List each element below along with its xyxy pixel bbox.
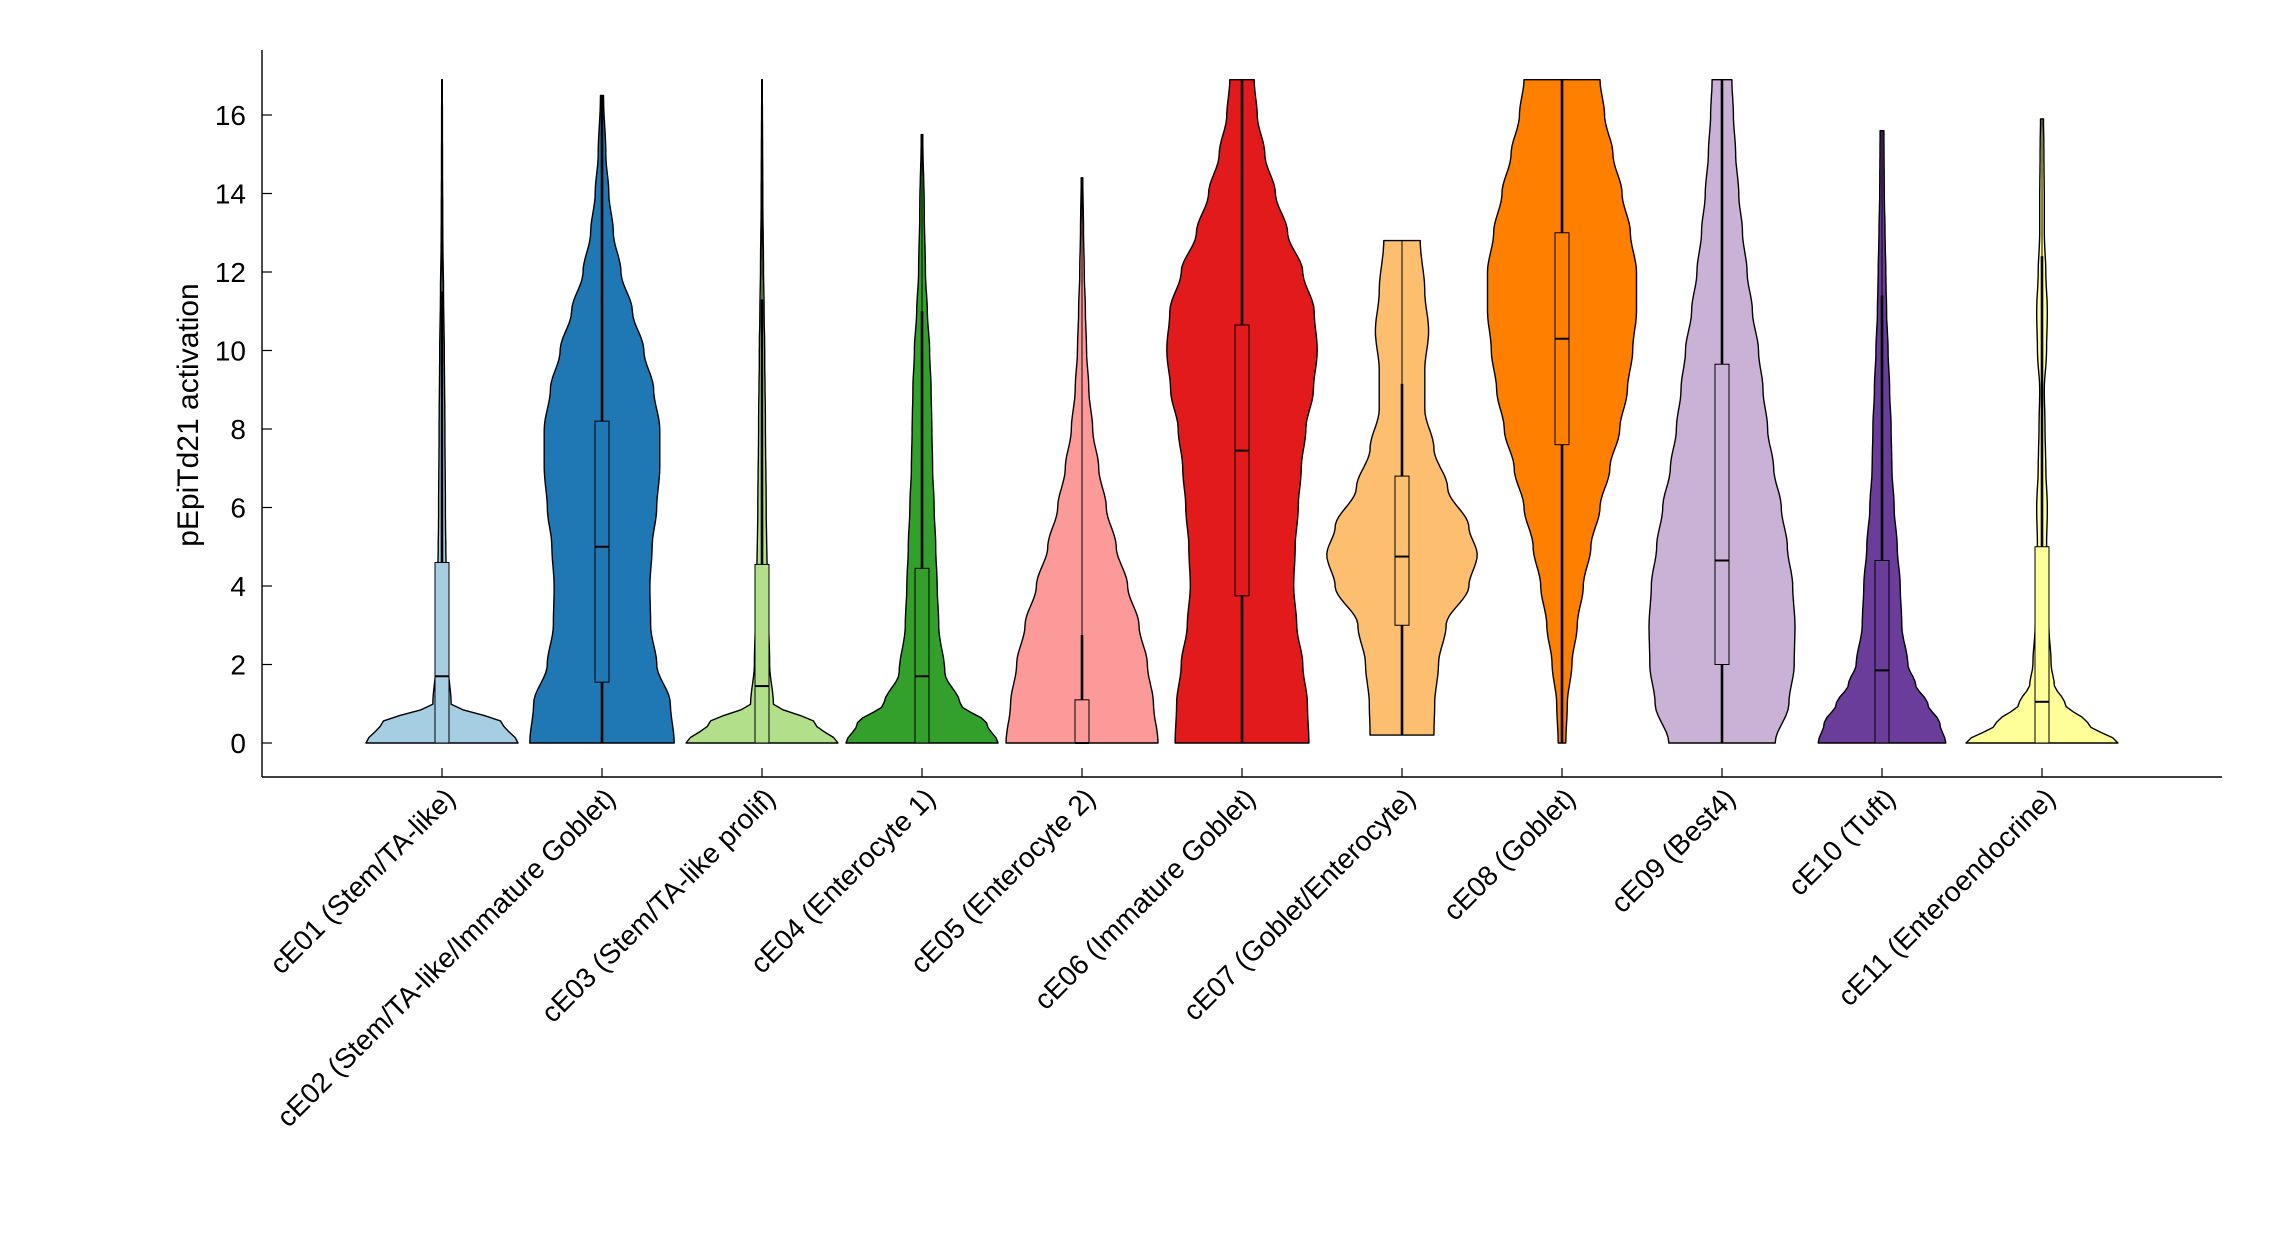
x-tick-label: cE02 (Stem/TA-like/Immature Goblet) xyxy=(271,782,622,1133)
violin-group xyxy=(1817,130,1947,744)
violin-box xyxy=(754,563,770,744)
violin-box xyxy=(1234,324,1250,597)
y-tick-label: 4 xyxy=(230,571,246,602)
violin-group xyxy=(685,79,839,744)
violin-group xyxy=(1486,79,1638,744)
violin-box xyxy=(434,561,450,744)
violin-box xyxy=(1874,559,1890,744)
violin-box xyxy=(1074,699,1090,744)
y-tick-label: 16 xyxy=(215,100,246,131)
y-tick-label: 12 xyxy=(215,257,246,288)
violin-group xyxy=(1005,177,1159,744)
plot-area xyxy=(365,79,2119,744)
violin-group xyxy=(365,79,519,744)
y-tick-label: 10 xyxy=(215,336,246,367)
violin-box xyxy=(1394,475,1410,626)
violin-box xyxy=(914,567,930,744)
violin-group xyxy=(1648,79,1796,744)
x-tick-label: cE09 (Best4) xyxy=(1605,782,1741,918)
violin-box xyxy=(594,420,610,683)
violin-box xyxy=(1714,363,1730,665)
x-tick-label: cE10 (Tuft) xyxy=(1782,782,1901,901)
violin-group xyxy=(1326,239,1478,736)
x-tick-label: cE08 (Goblet) xyxy=(1437,782,1581,926)
violin-box xyxy=(2034,546,2050,744)
y-tick-label: 6 xyxy=(230,493,246,524)
violin-group xyxy=(1965,118,2119,744)
y-tick-label: 8 xyxy=(230,414,246,445)
y-tick-label: 2 xyxy=(230,650,246,681)
y-axis-title: pEpiTd21 activation xyxy=(172,283,205,547)
y-tick-label: 14 xyxy=(215,179,246,210)
violin-group xyxy=(1166,79,1318,744)
violin-group xyxy=(845,133,999,744)
y-tick-label: 0 xyxy=(230,728,246,759)
violin-group xyxy=(529,94,675,744)
